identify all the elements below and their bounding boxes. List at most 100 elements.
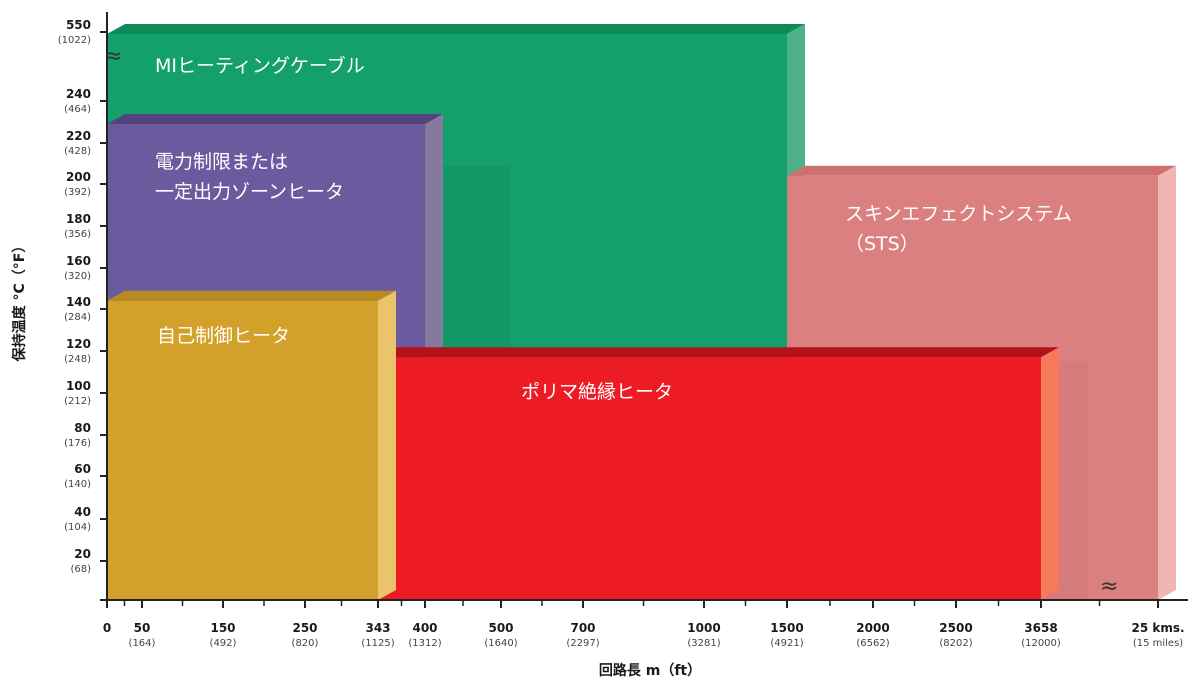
bar-top-face xyxy=(787,165,1176,176)
x-tick-sublabel: (1125) xyxy=(361,638,394,649)
x-tick-label: 1500 xyxy=(770,621,803,635)
bar-side-face xyxy=(1041,347,1059,600)
x-tick-label: 343 xyxy=(365,621,390,635)
x-tick: 3658 (12000) xyxy=(1021,600,1061,649)
bar-label: スキンエフェクトシステム xyxy=(845,203,1072,225)
bar-top-face xyxy=(107,24,805,34)
x-tick-label: 250 xyxy=(292,621,317,635)
y-tick-sublabel: (428) xyxy=(64,146,91,157)
y-tick-label: 550 xyxy=(66,18,91,32)
y-ticks: 20 (68) 40 (104) 60 (140) 80 (176) 100 (212) 120 (2… xyxy=(58,18,107,575)
bar-label: 自己制御ヒータ xyxy=(157,325,290,347)
x-tick-label: 25 kms. xyxy=(1131,621,1184,635)
x-tick-sublabel: (164) xyxy=(129,638,156,649)
y-tick: 120 (248) xyxy=(64,337,107,365)
y-tick-sublabel: (356) xyxy=(64,229,91,240)
x-tick-sublabel: (12000) xyxy=(1021,638,1061,649)
x-tick: 343 (1125) xyxy=(361,600,395,649)
y-tick: 220 (428) xyxy=(64,129,107,157)
axis-break-icon: ≈ xyxy=(104,44,122,69)
y-tick: 80 (176) xyxy=(64,421,107,449)
bar-label: MIヒーティングケーブル xyxy=(155,54,365,77)
bar-side-face xyxy=(378,290,396,600)
y-tick-label: 60 xyxy=(74,462,91,476)
x-tick-sublabel: (1640) xyxy=(484,638,517,649)
x-tick-label: 500 xyxy=(488,621,513,635)
x-tick-label: 50 xyxy=(134,621,151,635)
y-axis-title: 保持温度 °C（°F） xyxy=(11,239,28,363)
x-tick-sublabel: (8202) xyxy=(939,638,972,649)
x-tick: 2500 (8202) xyxy=(939,600,973,649)
x-tick-label: 2000 xyxy=(856,621,889,635)
x-tick-sublabel: (15 miles) xyxy=(1133,638,1183,649)
y-tick: 550 (1022) xyxy=(58,18,107,46)
bars-layer: MIヒーティングケーブル電力制限または一定出力ゾーンヒータスキンエフェクトシステ… xyxy=(107,24,1176,600)
x-tick-label: 150 xyxy=(210,621,235,635)
bar-label: ポリマ絶縁ヒータ xyxy=(521,381,673,403)
x-tick: 250 (820) xyxy=(292,600,319,649)
x-tick: 700 (2297) xyxy=(566,600,600,649)
y-tick: 160 (320) xyxy=(64,254,107,282)
y-tick-label: 220 xyxy=(66,129,91,143)
y-tick: 100 (212) xyxy=(64,379,107,407)
y-tick-label: 240 xyxy=(66,87,91,101)
bar-label: （STS） xyxy=(845,233,919,255)
x-tick: 50 (164) xyxy=(129,600,156,649)
bar-label: 電力制限または xyxy=(155,151,288,173)
bar-front-face xyxy=(107,300,378,600)
y-tick-sublabel: (1022) xyxy=(58,35,91,46)
y-tick-sublabel: (464) xyxy=(64,104,91,115)
x-tick-label: 3658 xyxy=(1024,621,1057,635)
y-tick: 200 (392) xyxy=(64,170,107,198)
x-tick-label: 1000 xyxy=(687,621,720,635)
y-tick-sublabel: (248) xyxy=(64,354,91,365)
y-tick-sublabel: (176) xyxy=(64,438,91,449)
bar-top-face xyxy=(107,114,443,124)
y-tick-sublabel: (392) xyxy=(64,187,91,198)
x-tick-sublabel: (2297) xyxy=(566,638,599,649)
x-tick-label: 400 xyxy=(412,621,437,635)
y-tick-sublabel: (104) xyxy=(64,522,91,533)
y-tick-sublabel: (284) xyxy=(64,312,91,323)
y-tick: 60 (140) xyxy=(64,462,107,490)
x-tick-sublabel: (1312) xyxy=(408,638,441,649)
x-tick-sublabel: (3281) xyxy=(687,638,720,649)
x-tick-sublabel: (820) xyxy=(292,638,319,649)
y-tick-sublabel: (320) xyxy=(64,271,91,282)
y-tick: 40 (104) xyxy=(64,505,107,533)
y-tick: 180 (356) xyxy=(64,212,107,240)
bar-label: 一定出力ゾーンヒータ xyxy=(155,181,344,203)
y-tick-label: 40 xyxy=(74,505,91,519)
bar-4: 自己制御ヒータ xyxy=(107,290,396,600)
x-tick: 400 (1312) xyxy=(408,600,442,649)
y-tick-label: 100 xyxy=(66,379,91,393)
y-tick-label: 160 xyxy=(66,254,91,268)
x-tick: 1500 (4921) xyxy=(770,600,804,649)
y-tick-label: 20 xyxy=(74,547,91,561)
x-axis-title: 回路長 m（ft） xyxy=(599,662,701,679)
axis-breaks: ≈≈ xyxy=(104,44,1118,599)
x-tick-label: 700 xyxy=(570,621,595,635)
y-tick-sublabel: (212) xyxy=(64,396,91,407)
y-tick: 20 (68) xyxy=(70,547,107,575)
y-tick: 140 (284) xyxy=(64,295,107,323)
bar-top-face xyxy=(107,290,396,301)
y-tick-label: 80 xyxy=(74,421,91,435)
bar-side-face xyxy=(1158,165,1176,600)
x-tick-label: 0 xyxy=(103,621,111,635)
x-tick: 500 (1640) xyxy=(484,600,518,649)
axis-break-icon: ≈ xyxy=(1100,574,1118,599)
x-tick: 1000 (3281) xyxy=(687,600,721,649)
x-tick: 0 xyxy=(103,600,111,635)
y-tick: 240 (464) xyxy=(64,87,107,115)
x-tick-sublabel: (4921) xyxy=(770,638,803,649)
y-tick-label: 180 xyxy=(66,212,91,226)
x-tick-label: 2500 xyxy=(939,621,972,635)
x-tick-sublabel: (6562) xyxy=(856,638,889,649)
y-tick-sublabel: (140) xyxy=(64,479,91,490)
y-tick-label: 120 xyxy=(66,337,91,351)
y-tick-label: 140 xyxy=(66,295,91,309)
x-tick: 2000 (6562) xyxy=(856,600,890,649)
x-tick: 150 (492) xyxy=(210,600,237,649)
